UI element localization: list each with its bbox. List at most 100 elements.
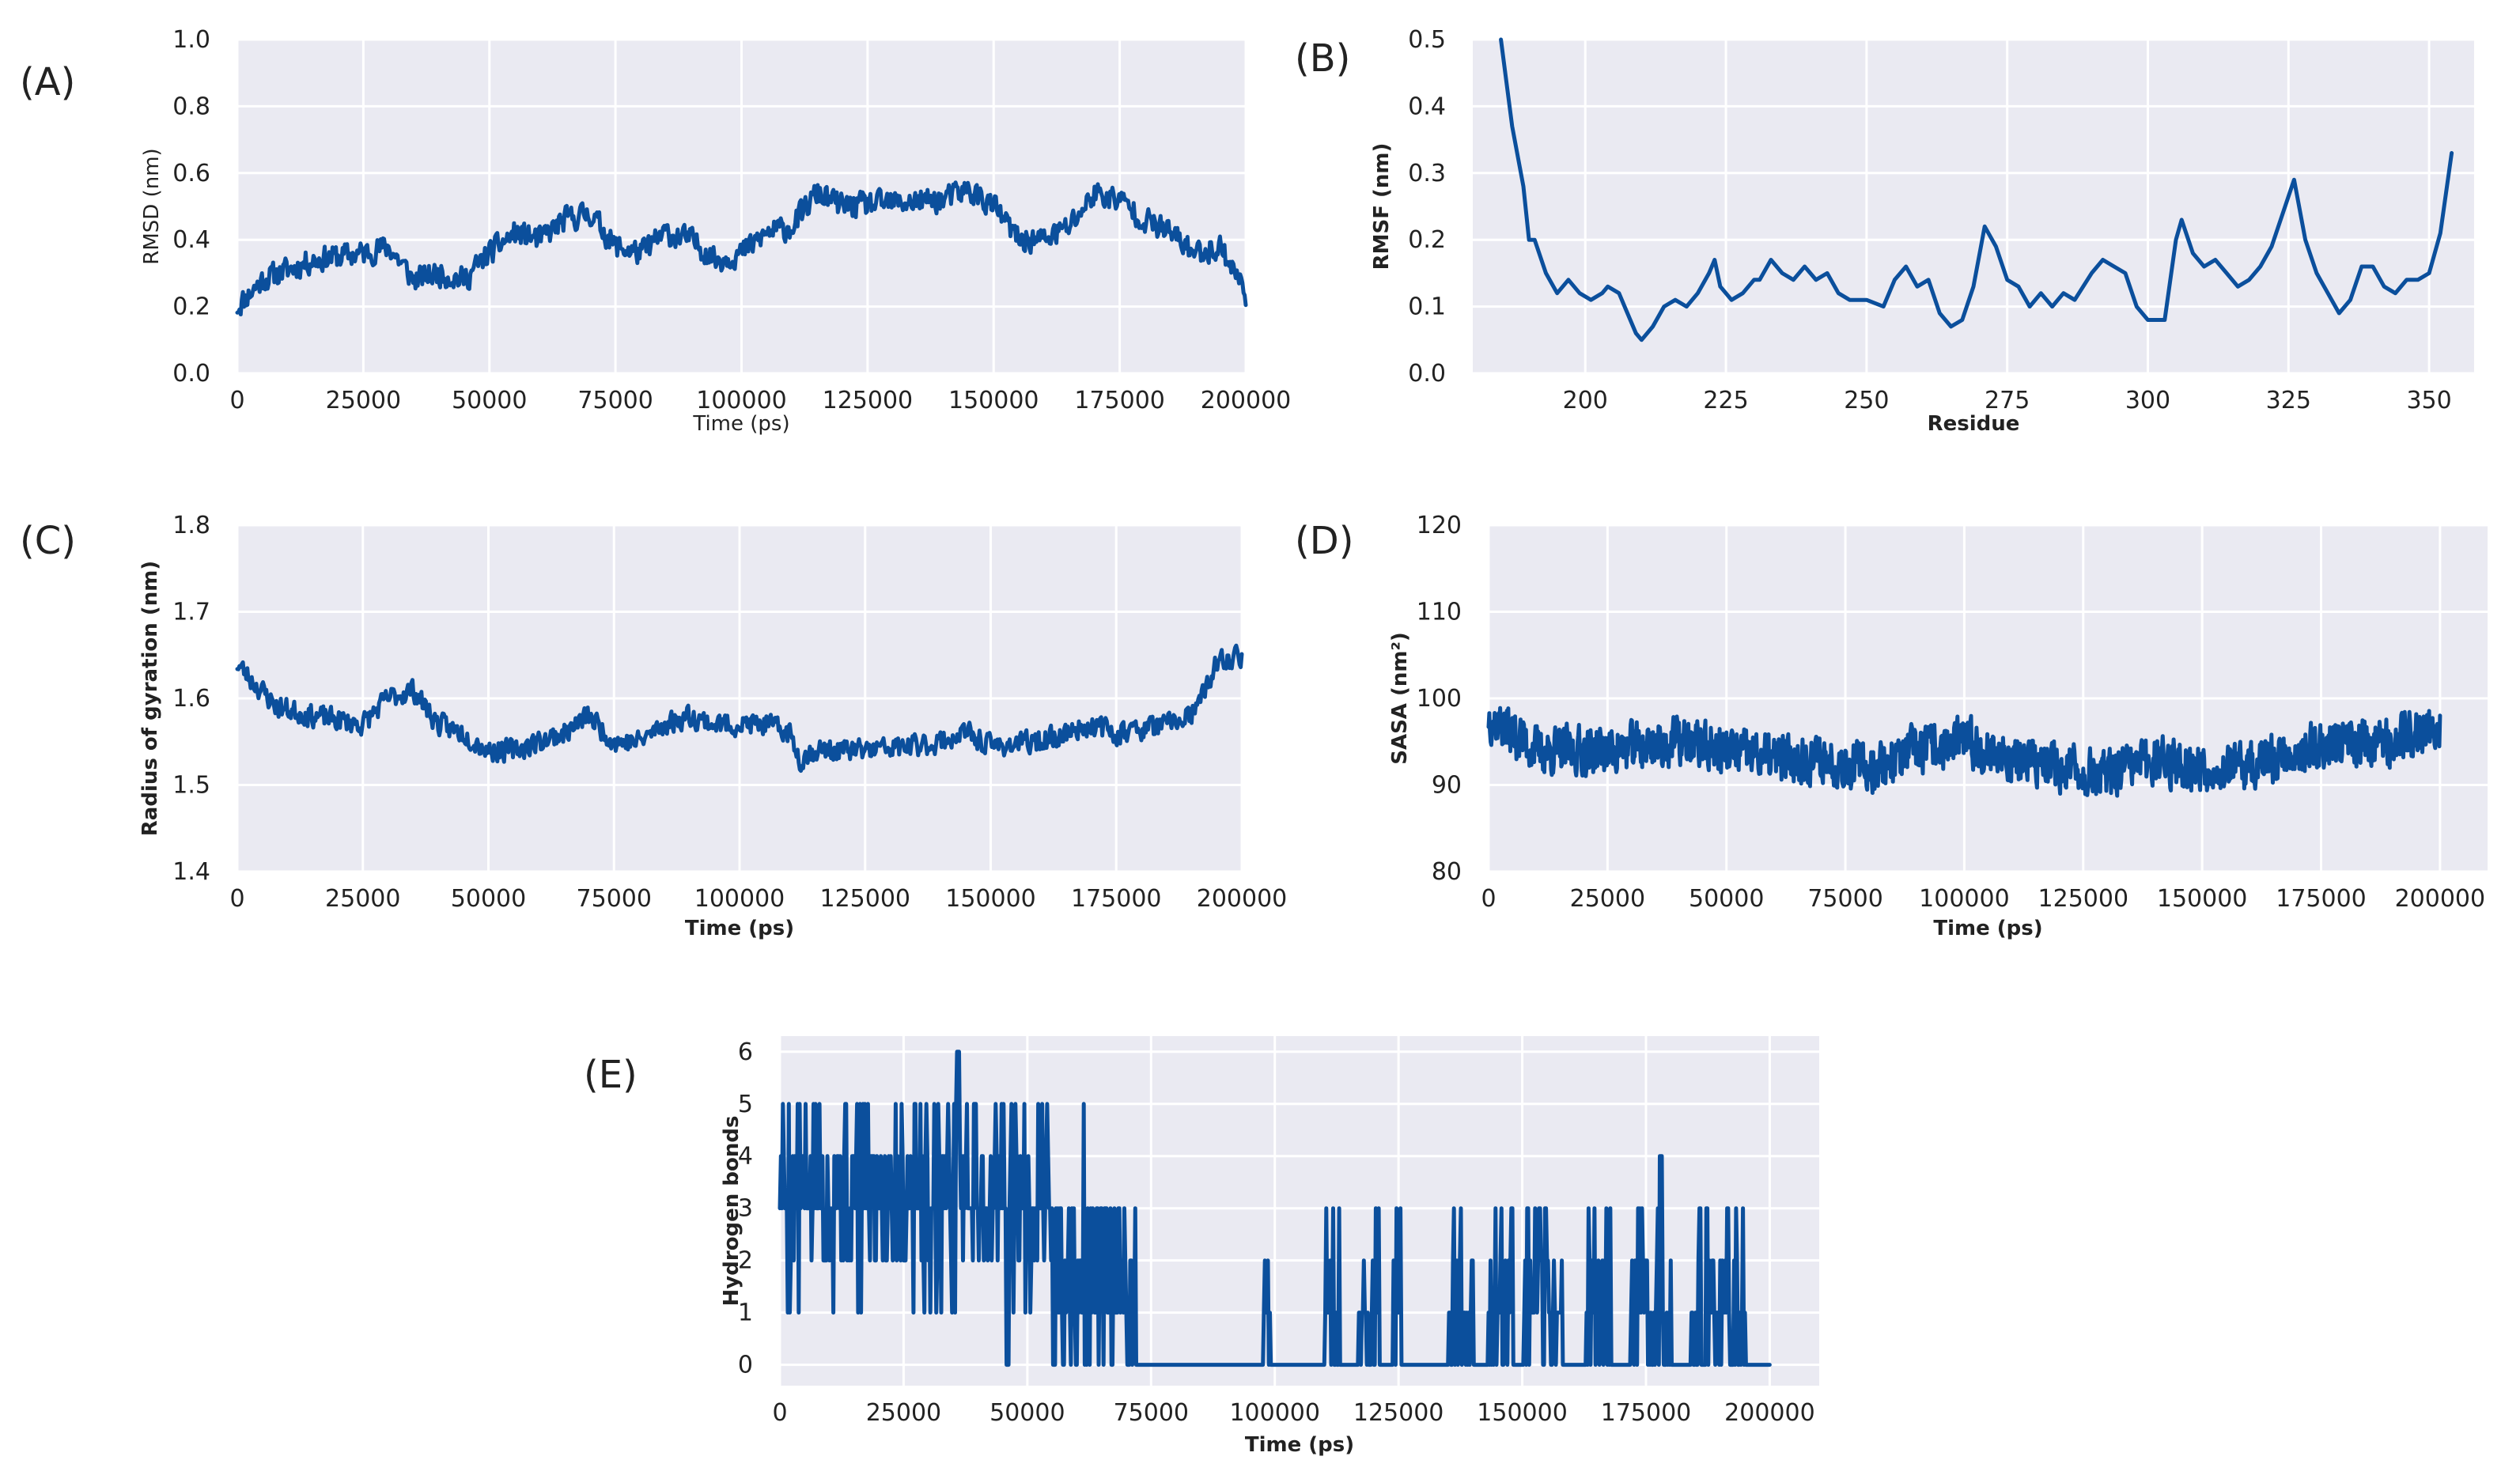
data-series-line	[1486, 705, 2442, 798]
x-tick-label: 200000	[1197, 885, 1288, 913]
y-tick-label: 4	[738, 1143, 753, 1171]
x-tick-label: 150000	[1477, 1399, 1568, 1427]
gridlines	[1487, 524, 2488, 873]
y-tick-label: 0.3	[1408, 160, 1446, 187]
x-tick-label: 200	[1563, 387, 1608, 414]
x-tick-label: 50000	[452, 387, 527, 414]
x-tick-label: 100000	[1919, 885, 2010, 913]
x-tick-label: 150000	[948, 387, 1039, 414]
x-tick-label: 25000	[326, 387, 401, 414]
x-tick-label: 50000	[1689, 885, 1764, 913]
data-series-line	[1499, 37, 2454, 342]
x-tick-label: 25000	[1570, 885, 1645, 913]
data-series-line	[778, 1050, 1772, 1367]
y-tick-label: 1.4	[172, 858, 210, 886]
x-tick-label: 175000	[1074, 387, 1165, 414]
y-axis-label: SASA (nm²)	[1388, 632, 1412, 765]
panel-label: (C)	[20, 519, 76, 563]
x-tick-label: 50000	[451, 885, 526, 913]
panel-label: (B)	[1295, 36, 1350, 81]
x-tick-label: 25000	[325, 885, 400, 913]
x-tick-label: 175000	[2276, 885, 2367, 913]
y-tick-label: 120	[1417, 512, 1462, 539]
x-tick-label: 150000	[945, 885, 1036, 913]
y-tick-label: 90	[1432, 772, 1462, 800]
x-tick-label: 100000	[1229, 1399, 1320, 1427]
panel-label: (E)	[584, 1053, 638, 1097]
panel-b: 200 225 250 275 300 325 350 0.0 0.1 0.2 0.3 0.4 0.5 R…	[1295, 26, 2474, 436]
x-tick-label: 150000	[2157, 885, 2248, 913]
y-tick-label: 0.1	[1408, 293, 1446, 321]
x-axis-label: Time (ps)	[1933, 917, 2042, 940]
y-tick-label: 110	[1417, 599, 1462, 626]
x-tick-label: 0	[229, 387, 244, 414]
x-axis-label: Residue	[1928, 412, 2020, 436]
panel-label: (D)	[1295, 519, 1353, 563]
x-axis-label: Time (ps)	[685, 917, 794, 940]
x-tick-label: 325	[2266, 387, 2311, 414]
y-axis-label: Radius of gyration (nm)	[138, 561, 162, 836]
plot-area	[1473, 40, 2474, 373]
y-tick-label: 0.0	[1408, 360, 1446, 388]
panel-a: 0 25000 50000 75000 100000 125000 150000 175000…	[20, 26, 1291, 436]
y-tick-label: 1.6	[172, 685, 210, 713]
y-tick-label: 80	[1432, 858, 1462, 886]
y-tick-label: 3	[738, 1195, 753, 1223]
x-tick-label: 75000	[1114, 1399, 1189, 1427]
x-tick-label: 125000	[823, 387, 914, 414]
x-tick-label: 200000	[2395, 885, 2486, 913]
y-tick-label: 0.5	[1408, 26, 1446, 54]
x-tick-label: 350	[2406, 387, 2451, 414]
y-tick-label: 0.8	[172, 93, 210, 120]
y-tick-label: 1.0	[172, 26, 210, 54]
x-tick-label: 75000	[577, 387, 653, 414]
y-tick-label: 1.8	[172, 512, 210, 539]
y-axis-label: Hydrogen bonds	[720, 1116, 744, 1307]
panel-e: 0 25000 50000 75000 100000 125000 150000 175000…	[584, 1036, 1819, 1457]
x-tick-label: 275	[1985, 387, 2030, 414]
x-tick-label: 125000	[1353, 1399, 1444, 1427]
panel-d: 0 25000 50000 75000 100000 125000 150000 175000…	[1295, 512, 2488, 940]
y-tick-label: 6	[738, 1038, 753, 1066]
y-tick-label: 0.0	[172, 360, 210, 388]
x-tick-label: 0	[229, 885, 244, 913]
y-tick-label: 1.5	[172, 772, 210, 800]
x-tick-label: 225	[1703, 387, 1748, 414]
y-tick-label: 2	[738, 1247, 753, 1275]
x-tick-label: 250	[1844, 387, 1889, 414]
x-tick-label: 75000	[1807, 885, 1882, 913]
y-tick-label: 0	[738, 1352, 753, 1379]
y-tick-label: 0.2	[1408, 226, 1446, 254]
x-tick-label: 100000	[696, 387, 787, 414]
y-tick-label: 100	[1417, 685, 1462, 713]
x-tick-label: 100000	[694, 885, 785, 913]
x-axis-label: Time (ps)	[692, 412, 789, 436]
y-tick-label: 1	[738, 1299, 753, 1327]
y-tick-label: 0.2	[172, 293, 210, 321]
y-axis-label: RMSF (nm)	[1370, 143, 1394, 270]
y-tick-label: 0.4	[172, 226, 210, 254]
x-tick-label: 75000	[577, 885, 652, 913]
x-tick-label: 125000	[2038, 885, 2129, 913]
panel-label: (A)	[20, 60, 75, 104]
x-tick-label: 0	[1481, 885, 1496, 913]
x-tick-label: 175000	[1601, 1399, 1692, 1427]
x-tick-label: 125000	[819, 885, 910, 913]
x-tick-label: 200000	[1724, 1399, 1815, 1427]
x-tick-label: 175000	[1071, 885, 1162, 913]
x-axis-label: Time (ps)	[1245, 1433, 1354, 1457]
panel-c: 0 25000 50000 75000 100000 125000 150000 175000…	[20, 512, 1287, 940]
x-tick-label: 50000	[989, 1399, 1065, 1427]
x-tick-label: 25000	[866, 1399, 941, 1427]
x-tick-label: 0	[772, 1399, 787, 1427]
y-axis-label: RMSD (nm)	[140, 148, 164, 264]
y-tick-label: 5	[738, 1091, 753, 1118]
data-series-line	[235, 643, 1244, 774]
x-tick-label: 200000	[1201, 387, 1292, 414]
y-tick-label: 0.4	[1408, 93, 1446, 120]
y-tick-label: 0.6	[172, 160, 210, 187]
data-series-line	[235, 180, 1248, 316]
x-tick-label: 300	[2125, 387, 2170, 414]
y-tick-label: 1.7	[172, 599, 210, 626]
